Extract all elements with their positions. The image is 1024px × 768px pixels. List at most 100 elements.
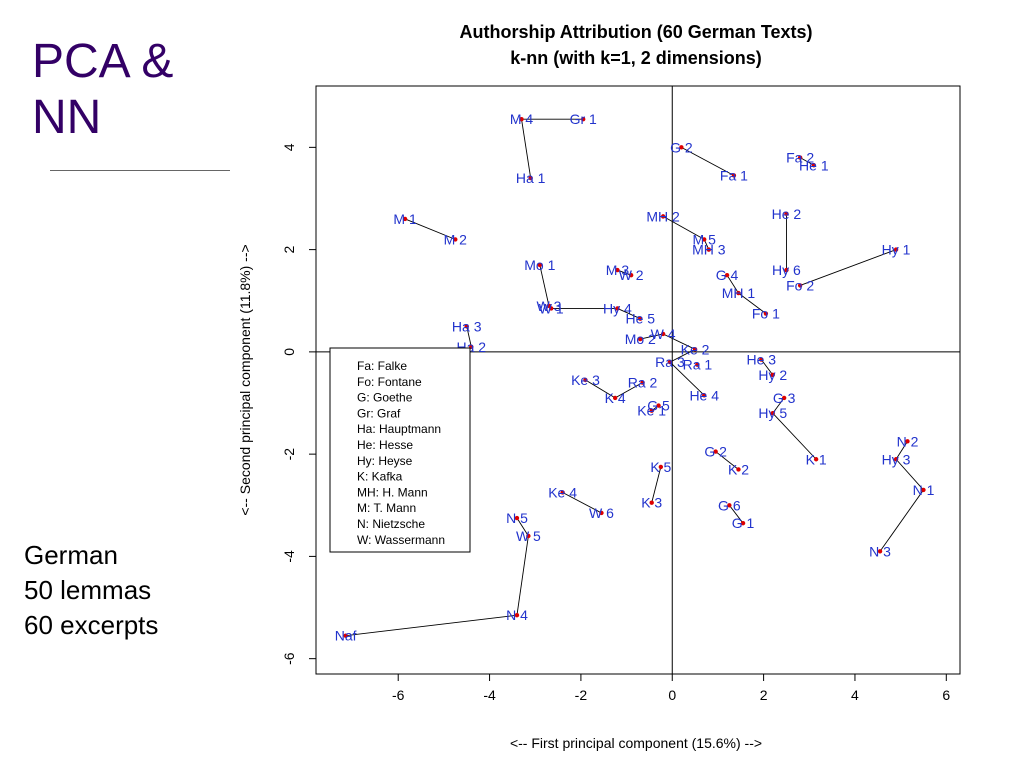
data-point — [763, 311, 769, 316]
data-point — [526, 533, 531, 539]
point-label: Fo 1 — [752, 306, 780, 322]
point-label: MH 2 — [646, 208, 680, 224]
y-axis-ticks: -6 -4 -2 0 2 4 — [281, 143, 316, 665]
data-point — [638, 336, 643, 342]
data-points: Gr 1M 4Ha 1G 2Fa 1Fa 2He 1M 1M 2MH 2M 5M… — [335, 111, 935, 643]
point-label: W 2 — [619, 267, 644, 283]
point-label: M 2 — [444, 231, 468, 247]
y-tick-label: 0 — [281, 348, 297, 356]
data-point — [649, 408, 654, 413]
data-point — [453, 237, 458, 242]
point-label: W 1 — [539, 300, 564, 316]
data-point — [784, 267, 789, 273]
legend-entry: Fa: Falke — [357, 359, 407, 373]
point-label: N 4 — [506, 607, 528, 623]
point-label: N 5 — [506, 510, 528, 526]
legend-entry: Gr: Graf — [357, 406, 401, 420]
neighbor-link — [617, 308, 641, 320]
data-point — [877, 549, 883, 554]
data-point — [656, 403, 661, 408]
neighbor-link — [614, 382, 643, 399]
x-tick-label: 6 — [942, 687, 950, 703]
point-label: He 4 — [689, 387, 719, 403]
note-lemmas: 50 lemmas — [24, 575, 152, 605]
point-label: Naf — [335, 628, 357, 644]
data-point — [640, 380, 645, 385]
point-label: N 3 — [869, 543, 891, 559]
y-tick-label: -6 — [281, 652, 297, 665]
nearest-neighbor-links — [345, 118, 924, 637]
point-label: Ke 4 — [548, 484, 577, 500]
neighbor-link — [345, 614, 518, 637]
y-tick-label: -4 — [281, 550, 297, 563]
point-label: Hy 3 — [882, 451, 911, 467]
point-label: Mo 2 — [625, 331, 656, 347]
neighbor-link — [760, 359, 774, 376]
x-tick-label: -2 — [575, 687, 588, 703]
side-notes: German 50 lemmas 60 excerpts — [24, 538, 158, 643]
point-label: Hy 1 — [882, 242, 911, 258]
point-label: Hy 2 — [758, 367, 787, 383]
data-point — [560, 490, 565, 495]
slide-title-line-2: NN — [32, 91, 102, 144]
chart-title: Authorship Attribution (60 German Texts) — [459, 22, 812, 42]
x-tick-label: 2 — [760, 687, 768, 703]
neighbor-link — [728, 504, 744, 524]
data-point — [660, 214, 666, 219]
data-point — [615, 306, 620, 311]
data-point — [679, 145, 684, 150]
data-point — [615, 267, 620, 273]
neighbor-link — [521, 119, 532, 179]
data-point — [667, 359, 673, 365]
data-point — [519, 117, 524, 122]
point-label: G 1 — [732, 515, 755, 531]
point-label: Hy 5 — [758, 405, 787, 421]
neighbor-link — [879, 489, 924, 552]
data-point — [724, 272, 730, 278]
data-point — [797, 155, 803, 160]
point-label: K 1 — [806, 451, 827, 467]
data-point — [537, 262, 543, 268]
y-tick-label: 4 — [281, 143, 297, 151]
neighbor-link — [516, 517, 529, 537]
point-label: Mo 1 — [524, 257, 555, 273]
data-point — [660, 331, 666, 337]
neighbor-link — [617, 269, 632, 276]
point-label: W 4 — [651, 326, 676, 342]
neighbor-link — [715, 451, 739, 470]
data-point — [514, 515, 520, 521]
x-axis-label: <-- First principal component (15.6%) --… — [510, 735, 762, 751]
data-point — [713, 449, 718, 454]
data-point — [736, 467, 741, 472]
neighbor-link — [772, 412, 817, 460]
point-label: Ha 3 — [452, 318, 482, 334]
data-point — [583, 377, 588, 383]
y-tick-label: 2 — [281, 246, 297, 254]
point-label: W 6 — [589, 505, 614, 521]
data-point — [736, 290, 741, 296]
data-point — [549, 306, 554, 311]
neighbor-link — [585, 379, 616, 399]
title-divider — [50, 170, 230, 171]
point-label: Ke 3 — [571, 372, 600, 388]
data-point — [402, 216, 408, 222]
data-point — [813, 457, 819, 462]
data-point — [658, 464, 664, 470]
note-excerpts: 60 excerpts — [24, 610, 159, 640]
chart-subtitle: k-nn (with k=1, 2 dimensions) — [510, 48, 762, 68]
legend-entry: He: Hesse — [357, 438, 413, 452]
point-label: G 4 — [716, 267, 739, 283]
data-point — [628, 272, 634, 278]
data-point — [612, 395, 618, 401]
neighbor-link — [466, 326, 472, 347]
legend-entry: Fo: Fontane — [357, 375, 422, 389]
point-label: M 5 — [693, 231, 717, 247]
point-label: G 3 — [773, 390, 796, 406]
y-tick-label: -2 — [281, 448, 297, 461]
data-point — [893, 457, 899, 462]
legend-entry: W: Wassermann — [357, 533, 445, 547]
legend-entry: Hy: Heyse — [357, 454, 413, 468]
data-point — [514, 613, 520, 618]
point-label: K 5 — [650, 459, 671, 475]
neighbor-link — [738, 292, 767, 314]
